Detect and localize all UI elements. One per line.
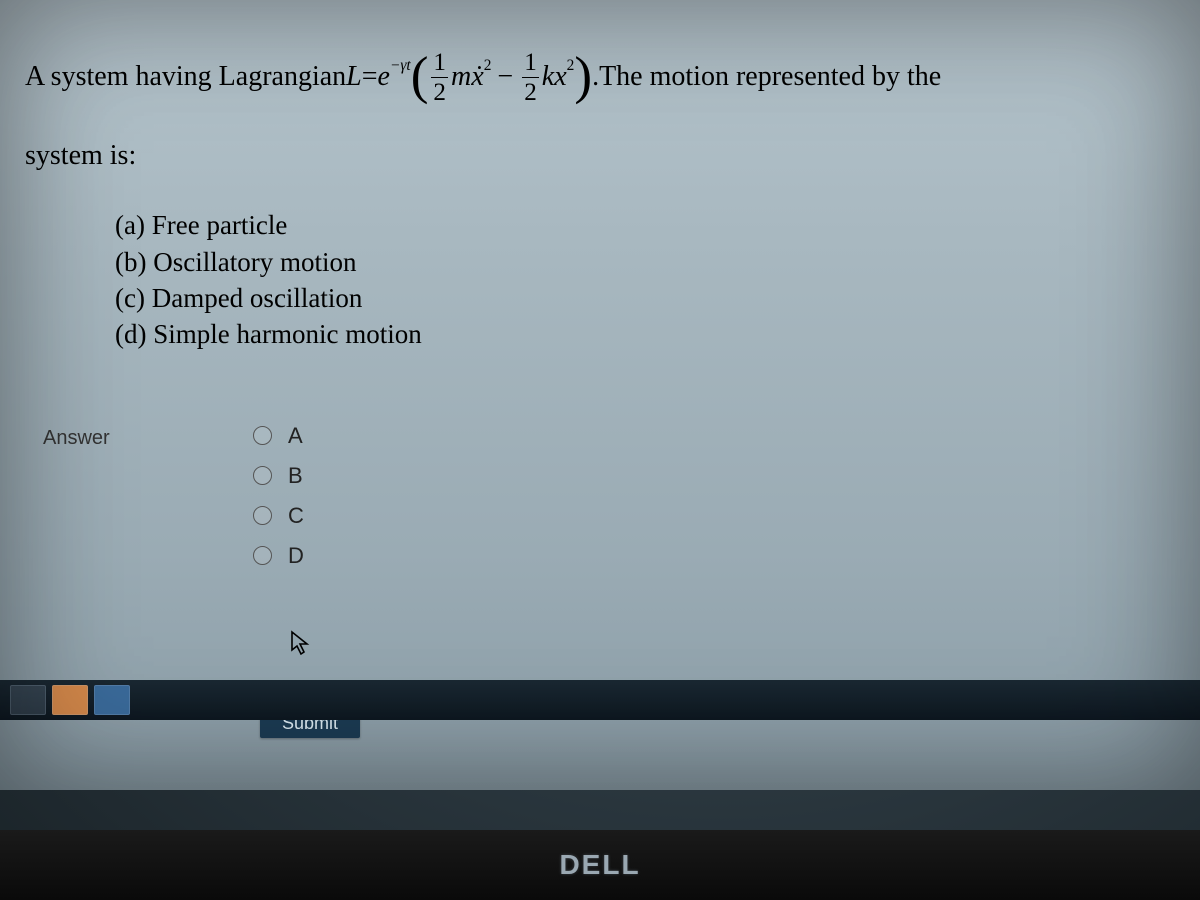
monitor-frame: A system having Lagrangian L = e −γt ( 1… [0,0,1200,900]
eq-minus: − [497,55,513,100]
question-line-1: A system having Lagrangian L = e −γt ( 1… [25,35,1175,120]
monitor-bezel: DELL [0,830,1200,900]
eq-xdot: ẋ [471,55,483,100]
option-b: (b) Oscillatory motion [115,244,1175,280]
eq-L: L [346,55,362,100]
question-line-2: system is: [25,140,1175,172]
radio-label-c: C [288,503,304,529]
eq-m: m [451,55,471,100]
screen-content: A system having Lagrangian L = e −γt ( 1… [0,0,1200,790]
radio-option-b[interactable]: B [253,463,304,489]
cursor-icon [290,630,312,663]
answer-label: Answer [43,423,253,450]
options-list: (a) Free particle (b) Oscillatory motion… [115,207,1175,353]
taskbar-item-1[interactable] [10,685,46,715]
radio-circle-icon [253,506,272,525]
fraction-half-1: 1 2 [431,50,448,105]
radio-circle-icon [253,426,272,445]
eq-x-pow: 2 [567,54,575,79]
question-tail: The motion represented by the [599,55,941,100]
question-area: A system having Lagrangian L = e −γt ( 1… [0,0,1200,569]
paren-open: ( [411,33,429,118]
eq-period: . [592,55,599,100]
eq-e: e [378,55,390,100]
radio-label-a: A [288,423,303,449]
eq-x: x [554,55,566,100]
radio-label-d: D [288,543,304,569]
taskbar-item-2[interactable] [52,685,88,715]
eq-exponent: −γt [390,54,411,79]
fraction-half-2: 1 2 [522,50,539,105]
answer-radio-group: A B C D [253,423,304,569]
question-lead: A system having Lagrangian [25,55,346,100]
radio-option-a[interactable]: A [253,423,304,449]
radio-circle-icon [253,466,272,485]
radio-label-b: B [288,463,303,489]
answer-section: Answer A B C D [25,423,1175,569]
eq-k: k [542,55,554,100]
taskbar-item-3[interactable] [94,685,130,715]
option-a: (a) Free particle [115,207,1175,243]
taskbar [0,680,1200,720]
eq-equals: = [362,55,378,100]
dell-logo: DELL [559,849,640,881]
option-c: (c) Damped oscillation [115,280,1175,316]
eq-xdot-pow: 2 [484,54,492,79]
paren-close: ) [574,33,592,118]
radio-option-d[interactable]: D [253,543,304,569]
lagrangian-equation: L = e −γt ( 1 2 m ẋ 2 − 1 2 [346,35,592,120]
radio-circle-icon [253,546,272,565]
radio-option-c[interactable]: C [253,503,304,529]
option-d: (d) Simple harmonic motion [115,316,1175,352]
